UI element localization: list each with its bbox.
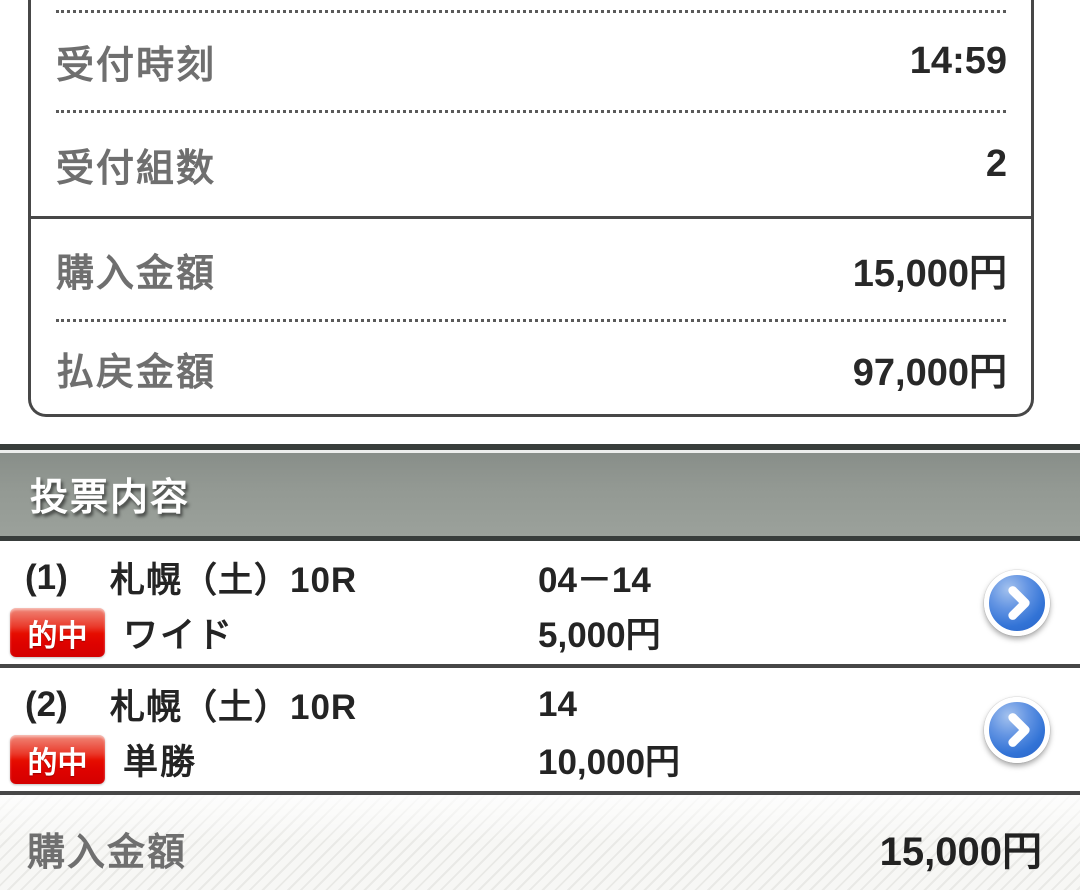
dotted-separator xyxy=(56,10,1006,13)
detail-button-wrap xyxy=(984,550,1080,664)
row-value: 15,000円 xyxy=(852,252,1007,295)
vote-row-left-column: (2) 札幌（土）10R 的中 単勝 xyxy=(10,677,538,791)
hit-badge: 的中 xyxy=(10,608,105,657)
summary-row-purchase-amount: 購入金額 15,000円 xyxy=(31,219,1031,319)
summary-row-refund-amount: 払戻金額 97,000円 xyxy=(31,322,1031,414)
row-value: 14:59 xyxy=(909,40,1007,82)
summary-row-reception-count: 受付組数 2 xyxy=(31,113,1031,216)
vote-row: (2) 札幌（土）10R 的中 単勝 14 10,000円 xyxy=(0,668,1080,795)
vote-row-middle-column: 04－14 5,000円 xyxy=(538,550,984,664)
chevron-right-icon xyxy=(1000,585,1034,621)
row-label: 購入金額 xyxy=(56,252,217,295)
row-value: 2 xyxy=(985,143,1007,185)
detail-button[interactable] xyxy=(984,697,1050,763)
vote-row-middle-column: 14 10,000円 xyxy=(538,677,984,791)
footer-value: 15,000円 xyxy=(879,830,1042,874)
vote-index: (2) xyxy=(25,684,68,724)
combination-label: 04－14 xyxy=(538,561,651,600)
dotted-separator xyxy=(56,110,1006,113)
hit-badge: 的中 xyxy=(10,735,105,784)
footer-label: 購入金額 xyxy=(27,831,188,874)
summary-row-reception-time: 受付時刻 14:59 xyxy=(31,13,1031,110)
row-label: 受付組数 xyxy=(56,148,217,190)
votes-header-title: 投票内容 xyxy=(30,476,191,519)
vote-index: (1) xyxy=(25,557,68,597)
purchase-total-footer: 購入金額 15,000円 xyxy=(0,795,1080,890)
card-top-spacer xyxy=(31,0,1031,10)
detail-button[interactable] xyxy=(984,570,1050,636)
bet-type-label: 単勝 xyxy=(123,743,198,782)
chevron-right-icon xyxy=(1000,712,1034,748)
row-label: 受付時刻 xyxy=(56,45,217,87)
solid-separator xyxy=(31,216,1031,219)
vote-row: (1) 札幌（土）10R 的中 ワイド 04－14 5,000円 xyxy=(0,541,1080,668)
amount-label: 5,000円 xyxy=(538,616,661,655)
amount-label: 10,000円 xyxy=(538,743,681,782)
dotted-separator xyxy=(56,319,1006,322)
race-label: 札幌（土）10R xyxy=(110,688,358,727)
bet-type-label: ワイド xyxy=(123,616,235,655)
section-gap xyxy=(0,417,1080,444)
row-label: 払戻金額 xyxy=(56,351,217,394)
summary-card: 受付時刻 14:59 受付組数 2 購入金額 15,000円 払戻金額 97,0… xyxy=(28,0,1034,417)
combination-label: 14 xyxy=(538,684,577,724)
detail-button-wrap xyxy=(984,677,1080,791)
row-value: 97,000円 xyxy=(852,351,1007,394)
votes-header-bar: 投票内容 xyxy=(0,444,1080,541)
race-label: 札幌（土）10R xyxy=(110,561,358,600)
vote-row-left-column: (1) 札幌（土）10R 的中 ワイド xyxy=(10,550,538,664)
